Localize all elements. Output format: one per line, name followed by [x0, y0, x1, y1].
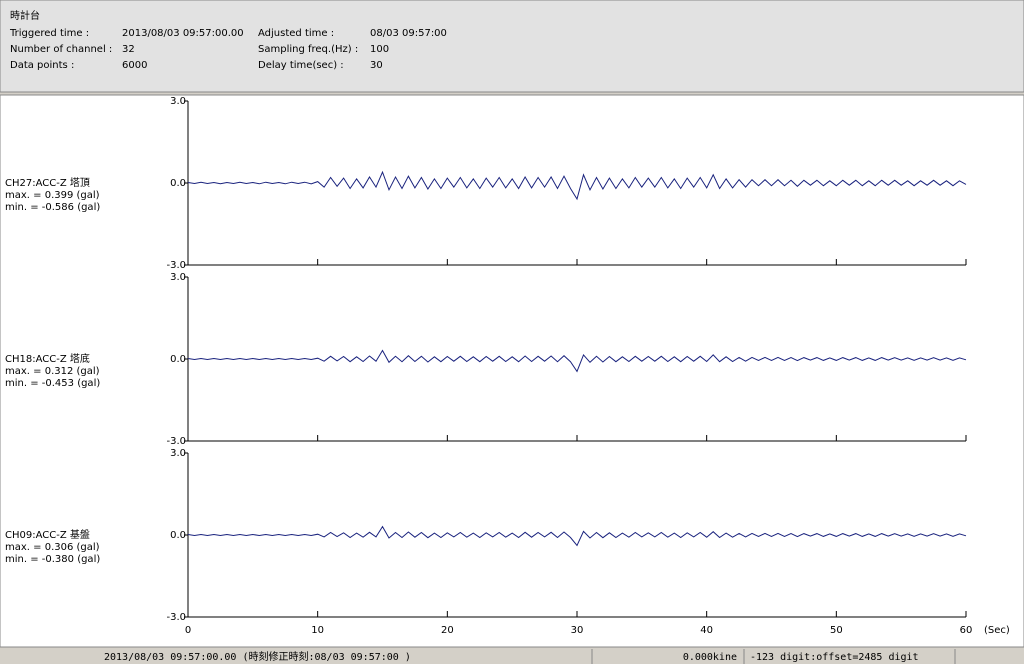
channel-max: max. = 0.399 (gal)	[5, 190, 100, 201]
field-value: 08/03 09:57:00	[370, 28, 447, 39]
x-tick-label: 10	[311, 625, 324, 636]
channel-max: max. = 0.312 (gal)	[5, 366, 100, 377]
y-tick-label: -3.0	[166, 612, 186, 623]
field-label: Adjusted time :	[258, 28, 334, 39]
y-tick-label: -3.0	[166, 260, 186, 271]
header-panel	[0, 0, 1024, 93]
x-tick-label: 30	[571, 625, 584, 636]
field-value: 100	[370, 44, 389, 55]
waveform	[187, 170, 967, 201]
y-tick-label: 3.0	[170, 272, 186, 283]
header-title: 時計台	[10, 9, 40, 22]
status-text: 2013/08/03 09:57:00.00 (時刻修正時刻:08/03 09:…	[104, 650, 411, 663]
field-label: Sampling freq.(Hz) :	[258, 44, 358, 55]
plot-panel	[0, 94, 1024, 648]
status-text: -123 digit:offset=2485 digit	[750, 652, 919, 663]
x-tick-label: 0	[185, 625, 191, 636]
field-value: 2013/08/03 09:57:00.00	[122, 28, 244, 39]
field-value: 6000	[122, 60, 147, 71]
channel-name: CH18:ACC-Z 塔底	[5, 352, 90, 365]
x-tick-label: 60	[960, 625, 973, 636]
channel-name: CH27:ACC-Z 塔頂	[5, 176, 90, 189]
y-tick-label: 0.0	[170, 354, 186, 365]
field-value: 32	[122, 44, 135, 55]
x-tick-label: 50	[830, 625, 843, 636]
field-label: Triggered time :	[9, 28, 89, 39]
status-text: 0.000kine	[683, 652, 737, 663]
x-tick-label: 40	[700, 625, 713, 636]
channel-min: min. = -0.380 (gal)	[5, 554, 100, 565]
channel-name: CH09:ACC-Z 基盤	[5, 528, 90, 541]
field-label: Data points :	[10, 60, 74, 71]
field-label: Delay time(sec) :	[258, 60, 344, 71]
field-label: Number of channel :	[10, 44, 112, 55]
x-unit: (Sec)	[984, 625, 1010, 636]
channel-min: min. = -0.453 (gal)	[5, 378, 100, 389]
field-value: 30	[370, 60, 383, 71]
status-bar	[0, 648, 1024, 664]
y-tick-label: 0.0	[170, 178, 186, 189]
waveform	[187, 525, 967, 547]
channel-min: min. = -0.586 (gal)	[5, 202, 100, 213]
x-tick-label: 20	[441, 625, 454, 636]
y-tick-label: 3.0	[170, 448, 186, 459]
y-tick-label: 3.0	[170, 96, 186, 107]
y-tick-label: 0.0	[170, 530, 186, 541]
y-tick-label: -3.0	[166, 436, 186, 447]
channel-max: max. = 0.306 (gal)	[5, 542, 100, 553]
waveform	[187, 349, 967, 373]
